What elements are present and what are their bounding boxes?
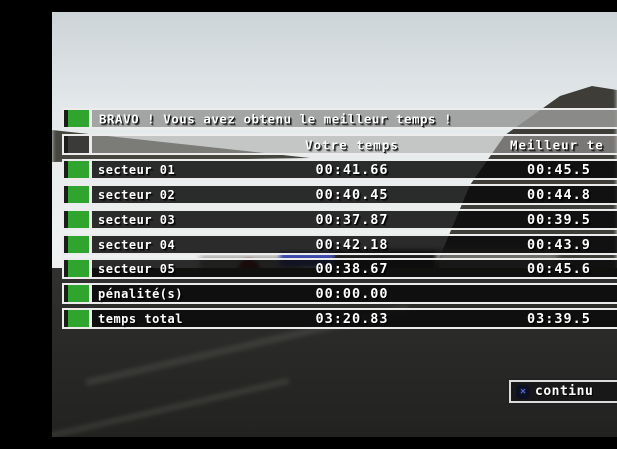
- row-stub: [64, 211, 68, 228]
- row-divider: [89, 236, 92, 253]
- table-row-sector-02: secteur 02 00:40.45 00:44.8: [62, 184, 617, 205]
- result-banner: BRAVO ! Vous avez obtenu le meilleur tem…: [62, 108, 617, 129]
- row-best-time: 00:39.5: [527, 211, 591, 228]
- table-header-row: Votre temps Meilleur te: [62, 134, 617, 155]
- banner-text: BRAVO ! Vous avez obtenu le meilleur tem…: [99, 111, 453, 126]
- column-header-your-time: Votre temps: [305, 137, 399, 152]
- row-stub: [64, 285, 68, 302]
- cross-button-icon: ✕: [516, 384, 530, 399]
- table-row-sector-03: secteur 03 00:37.87 00:39.5: [62, 209, 617, 230]
- row-divider: [89, 161, 92, 178]
- row-marker-green: [68, 285, 89, 302]
- table-row-sector-05: secteur 05 00:38.67 00:45.6: [62, 258, 617, 279]
- frame-left: [0, 0, 52, 449]
- row-stub: [64, 260, 68, 277]
- row-marker-green: [68, 186, 89, 203]
- row-divider: [89, 285, 92, 302]
- row-your-time: 00:41.66: [315, 161, 389, 178]
- row-divider: [89, 310, 92, 327]
- row-your-time: 00:00.00: [315, 285, 389, 302]
- row-label: secteur 04: [98, 237, 176, 252]
- row-marker-green: [68, 161, 89, 178]
- row-marker-green: [68, 310, 89, 327]
- row-your-time: 00:37.87: [315, 211, 389, 228]
- row-divider: [89, 211, 92, 228]
- table-row-sector-04: secteur 04 00:42.18 00:43.9: [62, 234, 617, 255]
- row-your-time: 00:38.67: [315, 260, 389, 277]
- row-your-time: 03:20.83: [315, 310, 389, 327]
- row-divider: [89, 260, 92, 277]
- row-your-time: 00:40.45: [315, 186, 389, 203]
- row-your-time: 00:42.18: [315, 236, 389, 253]
- row-marker-green: [68, 236, 89, 253]
- row-label: pénalité(s): [98, 286, 183, 301]
- row-stub: [64, 136, 68, 153]
- row-label: temps total: [98, 311, 183, 326]
- row-divider: [89, 186, 92, 203]
- row-marker-dark: [68, 136, 89, 153]
- row-divider: [89, 110, 92, 127]
- row-stub: [64, 186, 68, 203]
- row-marker-green: [68, 260, 89, 277]
- continue-button[interactable]: ✕ continu: [509, 380, 617, 403]
- row-stub: [64, 161, 68, 178]
- row-best-time: 00:44.8: [527, 186, 591, 203]
- row-best-time: 00:43.9: [527, 236, 591, 253]
- table-row-sector-01: secteur 01 00:41.66 00:45.5: [62, 159, 617, 180]
- column-header-best-time: Meilleur te: [510, 137, 604, 152]
- row-best-time: 00:45.5: [527, 161, 591, 178]
- row-marker-green: [68, 211, 89, 228]
- row-best-time: 00:45.6: [527, 260, 591, 277]
- row-label: secteur 02: [98, 187, 176, 202]
- row-label: secteur 03: [98, 212, 176, 227]
- continue-button-label: continu: [535, 384, 594, 399]
- row-best-time: 03:39.5: [527, 310, 591, 327]
- table-row-penalty: pénalité(s) 00:00.00: [62, 283, 617, 304]
- row-stub: [64, 236, 68, 253]
- row-divider: [89, 136, 92, 153]
- row-stub: [64, 310, 68, 327]
- row-label: secteur 01: [98, 162, 176, 177]
- row-marker-green: [68, 110, 89, 127]
- table-row-total: temps total 03:20.83 03:39.5: [62, 308, 617, 329]
- row-label: secteur 05: [98, 261, 176, 276]
- frame-top: [0, 0, 617, 12]
- frame-bottom: [0, 437, 617, 449]
- row-stub: [64, 110, 68, 127]
